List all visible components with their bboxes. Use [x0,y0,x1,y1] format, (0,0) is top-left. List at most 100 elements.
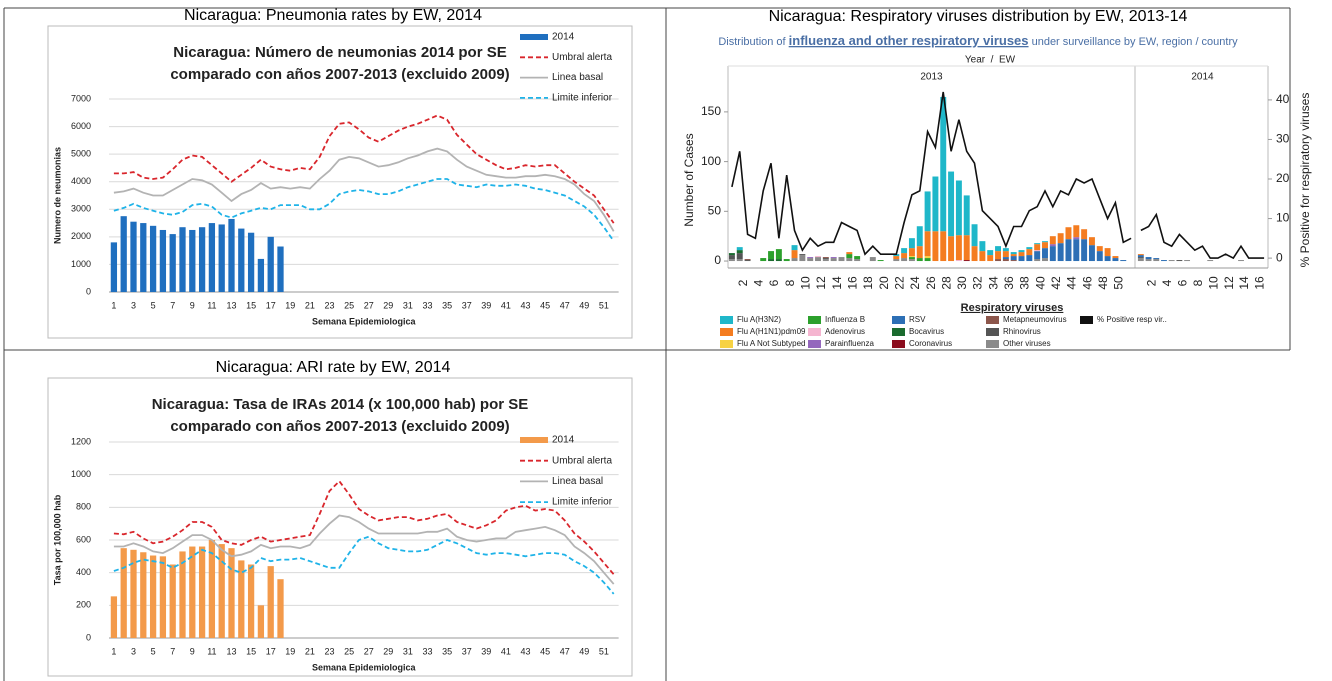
legend-label: Umbral alerta [552,455,612,466]
bar-segment [736,253,743,260]
bar [140,552,147,638]
bar-segment [1104,248,1111,257]
x-tick-label: 15 [246,646,256,656]
bar-segment [924,256,931,259]
bar [277,579,284,638]
x-tick-label: 18 [861,276,875,290]
bar-segment [1049,236,1056,245]
legend-label: Metapneumovirus [1003,315,1067,324]
y-axis-title: Tasa por 100,000 hab [52,494,62,585]
x-tick-label: 19 [285,646,295,656]
legend-label: RSV [909,315,926,324]
panel-title: Nicaragua: ARI rate by EW, 2014 [216,359,451,376]
x-axis-title: Year / EW [965,55,1016,66]
bar-segment [1026,249,1033,256]
bar [120,548,127,638]
x-tick-label: 12 [814,276,828,290]
y-tick-label: 150 [701,104,721,118]
chart-frame [47,377,633,677]
bar-segment [963,235,970,261]
bar-segment [822,258,829,260]
subtitle-part: Distribution of [718,36,788,48]
bar-segment [1096,251,1103,262]
bar [179,551,186,638]
line [113,114,615,224]
x-axis-title: Semana Epidemiologica [312,316,417,326]
legend-swatch [720,316,733,324]
x-tick-label: 3 [131,300,136,310]
y-tick-label: 3000 [71,204,91,214]
y2-axis-title: % Positive for respiratory viruses [1298,93,1312,268]
bar-segment [869,257,876,262]
x-tick-label: 49 [579,646,589,656]
y2-tick-label: 20 [1276,171,1290,185]
x-tick-label: 26 [924,276,938,290]
x-tick-label: 2 [1145,279,1159,286]
x-tick-label: 37 [462,300,472,310]
y-tick-label: 100 [701,154,721,168]
bar-segment [916,226,923,247]
x-tick-label: 39 [481,300,491,310]
x-tick-label: 21 [305,646,315,656]
bar-segment [846,254,853,259]
bar-segment [908,248,915,257]
x-tick-label: 16 [845,276,859,290]
bar-segment [1238,260,1244,262]
y2-tick-label: 40 [1276,92,1290,106]
bar-segment [846,252,853,255]
y-tick-label: 5000 [71,149,91,159]
y2-tick-label: 0 [1276,250,1283,264]
bar-segment [775,249,782,260]
bar [267,236,274,292]
x-tick-label: 14 [1237,276,1251,290]
x-tick-label: 51 [599,646,609,656]
legend-swatch [808,340,821,348]
x-tick-label: 4 [752,279,766,286]
bar-segment [1034,250,1041,252]
bar-segment [815,256,821,258]
x-tick-label: 23 [324,300,334,310]
legend-title: Respiratory viruses [961,302,1064,314]
x-tick-label: 46 [1080,276,1094,290]
x-tick-label: 4 [1160,279,1174,286]
x-tick-label: 39 [481,646,491,656]
legend-swatch [808,316,821,324]
bar-segment [1010,252,1017,255]
bar-segment [1034,244,1041,251]
bar-segment [877,260,884,262]
bar-segment [901,253,908,259]
bar-segment [1002,259,1009,262]
x-tick-label: 49 [579,300,589,310]
y2-tick-label: 10 [1276,211,1290,225]
bar [120,216,127,292]
bar-segment [924,231,931,257]
bar-segment [1018,256,1025,262]
x-tick-label: 16 [1253,276,1267,290]
bar-segment [1120,260,1127,262]
x-tick-label: 33 [422,300,432,310]
bar [238,228,245,292]
bar [218,544,225,638]
y-tick-label: 1000 [71,469,91,479]
line [1140,212,1265,260]
bar-segment [908,238,915,249]
subtitle-part: influenza and other respiratory viruses [789,33,1029,48]
chart-subtitle: Distribution of influenza and other resp… [718,33,1238,48]
bar-segment [916,246,923,259]
bar-segment [948,171,955,237]
bar-segment [1073,237,1080,240]
x-tick-label: 38 [1018,276,1032,290]
bar [159,229,167,292]
bar-segment [995,259,1002,262]
bar-segment [963,195,970,236]
bar-segment [791,258,798,262]
bar-segment [830,258,837,262]
x-tick-label: 27 [364,300,374,310]
x-tick-label: 50 [1112,276,1126,290]
bar [110,242,118,292]
bar-segment [1073,239,1080,262]
bar-segment [940,96,947,232]
legend-swatch [808,328,821,336]
bar-segment [768,259,775,262]
bar-segment [799,255,806,262]
